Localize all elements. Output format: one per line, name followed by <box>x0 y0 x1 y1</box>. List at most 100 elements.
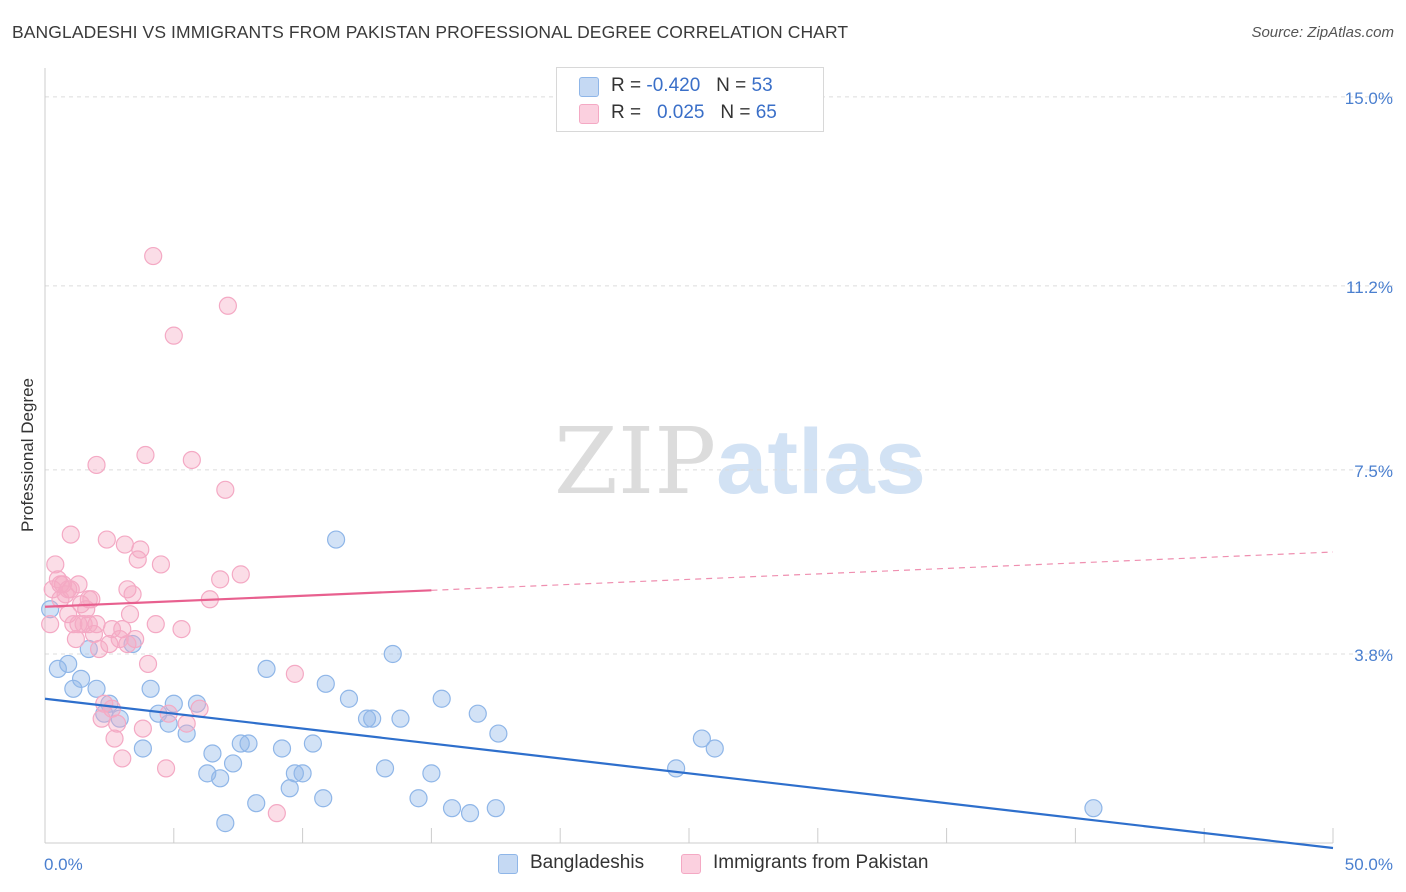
point-pakistan-30 <box>120 605 140 624</box>
point-pakistan-39 <box>151 555 171 574</box>
watermark-atlas: atlas <box>716 411 926 513</box>
point-bangladeshis-30 <box>303 734 323 753</box>
bottom-legend-swatch-pakistan <box>681 854 701 874</box>
point-pakistan-53 <box>285 664 304 683</box>
point-pakistan-49 <box>216 480 235 499</box>
point-pakistan-27 <box>113 749 132 768</box>
point-bangladeshis-2 <box>64 679 83 698</box>
point-bangladeshis-33 <box>326 530 346 549</box>
point-pakistan-37 <box>138 654 158 674</box>
point-pakistan-8 <box>64 615 83 634</box>
trend-line-pakistan <box>44 589 432 608</box>
point-pakistan-51 <box>231 565 250 584</box>
point-bangladeshis-50 <box>705 739 724 758</box>
legend-r-label: R = <box>611 102 642 123</box>
point-pakistan-9 <box>66 629 86 649</box>
point-pakistan-36 <box>136 445 155 465</box>
legend-r-label: R = <box>611 75 642 96</box>
watermark: ZIPatlas <box>554 408 926 515</box>
legend-swatch-bangladeshis <box>579 77 599 97</box>
legend-r-value-bangladeshis: -0.420 <box>646 75 701 96</box>
point-bangladeshis-35 <box>357 709 377 728</box>
legend-n-value-bangladeshis: 53 <box>751 75 773 96</box>
point-bangladeshis-49 <box>692 729 711 748</box>
point-bangladeshis-13 <box>159 714 178 733</box>
point-bangladeshis-46 <box>486 799 505 818</box>
point-bangladeshis-48 <box>667 759 686 778</box>
point-pakistan-24 <box>105 729 124 748</box>
correlation-legend: R = -0.420 N = 53 R = 0.025 N = 65 <box>556 67 824 132</box>
point-pakistan-18 <box>89 639 109 659</box>
point-bangladeshis-3 <box>71 669 91 688</box>
point-bangladeshis-8 <box>110 709 129 728</box>
point-pakistan-29 <box>118 580 137 599</box>
axes <box>44 68 1334 844</box>
point-pakistan-64 <box>146 615 165 634</box>
point-pakistan-54 <box>61 525 80 544</box>
point-bangladeshis-31 <box>314 789 333 808</box>
point-bangladeshis-32 <box>316 674 335 693</box>
point-pakistan-34 <box>131 540 150 559</box>
point-pakistan-35 <box>133 719 152 738</box>
point-bangladeshis-23 <box>239 734 258 753</box>
point-bangladeshis-7 <box>100 694 119 713</box>
point-bangladeshis-22 <box>231 734 250 753</box>
point-bangladeshis-38 <box>383 644 402 664</box>
legend-n-label: N = <box>720 102 751 123</box>
point-pakistan-22 <box>100 634 119 654</box>
point-pakistan-17 <box>87 455 106 475</box>
point-pakistan-55 <box>41 615 60 634</box>
point-bangladeshis-16 <box>187 694 207 713</box>
point-pakistan-45 <box>182 450 201 470</box>
y-tick-label-2: 11.2% <box>1346 278 1393 297</box>
point-pakistan-21 <box>97 530 116 549</box>
trend-line-bangladeshis <box>44 697 1334 850</box>
point-pakistan-57 <box>87 615 106 634</box>
legend-n-value-pakistan: 65 <box>755 102 777 123</box>
y-tick-label-1: 7.5% <box>1354 462 1393 481</box>
data-points <box>41 246 1103 833</box>
point-bangladeshis-47 <box>489 724 508 743</box>
point-pakistan-5 <box>56 585 75 604</box>
point-pakistan-50 <box>218 296 237 315</box>
point-pakistan-31 <box>123 585 142 604</box>
point-bangladeshis-51 <box>1084 799 1103 818</box>
tick-labels: 3.8% 7.5% 11.2% 15.0% 0.0% 50.0% <box>44 89 1393 874</box>
point-bangladeshis-19 <box>211 769 230 788</box>
point-pakistan-40 <box>156 759 176 778</box>
point-pakistan-14 <box>79 615 98 634</box>
point-pakistan-44 <box>177 714 196 733</box>
point-bangladeshis-1 <box>59 654 78 674</box>
point-bangladeshis-26 <box>272 739 292 758</box>
point-pakistan-59 <box>118 634 137 654</box>
x-tick-label-min: 0.0% <box>44 855 83 874</box>
point-bangladeshis-39 <box>391 709 410 728</box>
watermark-zip: ZIP <box>554 408 717 515</box>
point-pakistan-52 <box>267 804 286 823</box>
point-bangladeshis-5 <box>87 679 106 698</box>
point-bangladeshis-37 <box>375 759 395 778</box>
point-bangladeshis-43 <box>442 799 462 818</box>
point-bangladeshis-41 <box>422 764 441 783</box>
point-bangladeshis-14 <box>164 694 183 713</box>
point-pakistan-61 <box>59 580 78 599</box>
point-bangladeshis-25 <box>257 659 276 679</box>
point-pakistan-43 <box>172 620 191 639</box>
point-pakistan-1 <box>46 555 65 574</box>
point-bangladeshis-0 <box>48 659 67 679</box>
legend-swatch-pakistan <box>579 104 599 124</box>
point-bangladeshis-34 <box>339 689 359 708</box>
point-pakistan-38 <box>144 246 163 266</box>
point-bangladeshis-10 <box>133 739 152 758</box>
point-bangladeshis-42 <box>432 689 451 708</box>
point-bangladeshis-24 <box>247 794 266 813</box>
point-pakistan-63 <box>102 699 122 718</box>
point-pakistan-42 <box>164 326 183 345</box>
point-pakistan-56 <box>69 615 88 634</box>
point-bangladeshis-44 <box>460 804 480 823</box>
bottom-legend-label-pakistan: Immigrants from Pakistan <box>713 852 929 873</box>
point-pakistan-10 <box>69 575 88 594</box>
chart-title: BANGLADESHI VS IMMIGRANTS FROM PAKISTAN … <box>12 22 849 42</box>
point-bangladeshis-36 <box>363 709 382 728</box>
